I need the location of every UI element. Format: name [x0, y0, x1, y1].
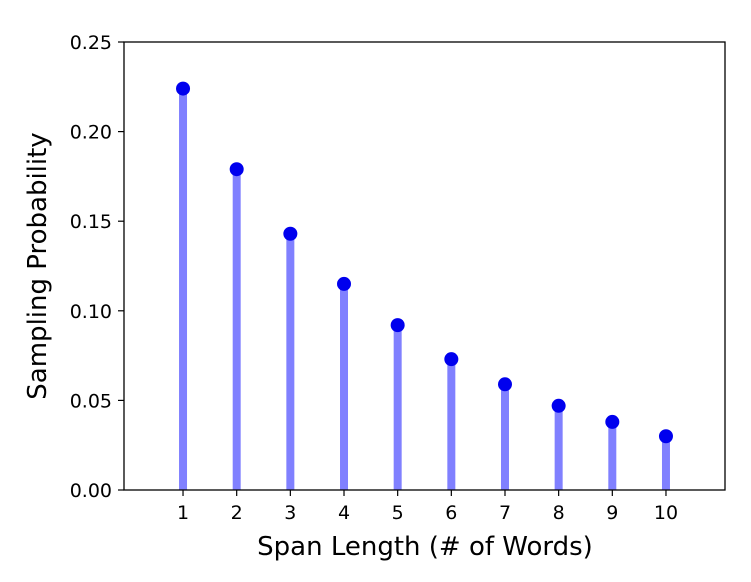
x-tick-label-10: 10: [654, 502, 678, 524]
x-tick-label-1: 1: [177, 502, 189, 524]
x-tick-label-7: 7: [499, 502, 511, 524]
point-8: [551, 398, 566, 413]
point-4: [337, 276, 352, 291]
point-3: [283, 226, 298, 241]
point-9: [605, 414, 620, 429]
x-tick-label-4: 4: [338, 502, 350, 524]
point-1: [176, 81, 191, 96]
point-10: [658, 429, 673, 444]
y-tick-label-0.00: 0.00: [70, 480, 112, 502]
y-tick-label-0.25: 0.25: [70, 32, 112, 54]
x-axis-title: Span Length (# of Words): [257, 532, 593, 562]
point-5: [390, 318, 405, 333]
point-2: [229, 162, 244, 177]
x-tick-label-8: 8: [553, 502, 565, 524]
y-axis-title: Sampling Probability: [23, 132, 53, 399]
x-tick-label-2: 2: [231, 502, 243, 524]
x-tick-label-6: 6: [445, 502, 457, 524]
y-tick-label-0.15: 0.15: [70, 211, 112, 233]
point-7: [497, 377, 512, 392]
y-tick-label-0.10: 0.10: [70, 301, 112, 323]
point-6: [444, 352, 459, 367]
plot-frame: [123, 41, 726, 491]
x-tick-label-3: 3: [284, 502, 296, 524]
y-axis: 0.00 0.05 0.10 0.15 0.20 0.25: [70, 32, 124, 502]
x-tick-label-9: 9: [606, 502, 618, 524]
x-axis: 1 2 3 4 5 6 7 8 9 10: [177, 490, 678, 524]
markers-layer: [176, 81, 673, 444]
y-tick-label-0.05: 0.05: [70, 390, 112, 412]
x-tick-label-5: 5: [392, 502, 404, 524]
stems-layer: [179, 88, 670, 490]
y-tick-label-0.20: 0.20: [70, 122, 112, 144]
